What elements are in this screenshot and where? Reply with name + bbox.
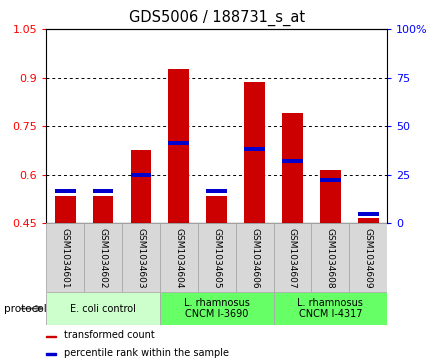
- Bar: [46, 353, 56, 355]
- Bar: [282, 159, 303, 163]
- Bar: [122, 223, 160, 292]
- Bar: [358, 219, 379, 223]
- Bar: [358, 212, 379, 216]
- Text: L. rhamnosus
CNCM I-4317: L. rhamnosus CNCM I-4317: [297, 298, 363, 319]
- Text: E. coli control: E. coli control: [70, 303, 136, 314]
- Bar: [46, 223, 84, 292]
- Bar: [274, 223, 312, 292]
- Bar: [282, 113, 303, 223]
- Text: GSM1034604: GSM1034604: [174, 228, 183, 289]
- Text: GSM1034602: GSM1034602: [99, 228, 107, 289]
- Bar: [274, 292, 387, 325]
- Text: GSM1034607: GSM1034607: [288, 228, 297, 289]
- Text: protocol: protocol: [4, 303, 47, 314]
- Bar: [320, 178, 341, 182]
- Bar: [84, 223, 122, 292]
- Bar: [198, 223, 236, 292]
- Bar: [131, 150, 151, 223]
- Bar: [160, 292, 274, 325]
- Bar: [46, 292, 160, 325]
- Title: GDS5006 / 188731_s_at: GDS5006 / 188731_s_at: [128, 10, 305, 26]
- Bar: [236, 223, 274, 292]
- Text: transformed count: transformed count: [64, 330, 154, 340]
- Text: percentile rank within the sample: percentile rank within the sample: [64, 348, 229, 358]
- Bar: [55, 196, 76, 223]
- Bar: [312, 223, 349, 292]
- Text: GSM1034606: GSM1034606: [250, 228, 259, 289]
- Bar: [160, 223, 198, 292]
- Bar: [244, 147, 265, 151]
- Bar: [349, 223, 387, 292]
- Bar: [131, 173, 151, 177]
- Text: L. rhamnosus
CNCM I-3690: L. rhamnosus CNCM I-3690: [184, 298, 249, 319]
- Bar: [206, 189, 227, 193]
- Bar: [206, 196, 227, 223]
- Bar: [92, 189, 114, 193]
- Bar: [320, 170, 341, 223]
- Text: GSM1034609: GSM1034609: [364, 228, 373, 289]
- Text: GSM1034605: GSM1034605: [212, 228, 221, 289]
- Bar: [46, 336, 56, 337]
- Text: GSM1034608: GSM1034608: [326, 228, 335, 289]
- Text: GSM1034603: GSM1034603: [136, 228, 146, 289]
- Bar: [169, 141, 189, 145]
- Bar: [169, 69, 189, 223]
- Bar: [55, 189, 76, 193]
- Bar: [92, 196, 114, 223]
- Bar: [244, 82, 265, 223]
- Text: GSM1034601: GSM1034601: [61, 228, 70, 289]
